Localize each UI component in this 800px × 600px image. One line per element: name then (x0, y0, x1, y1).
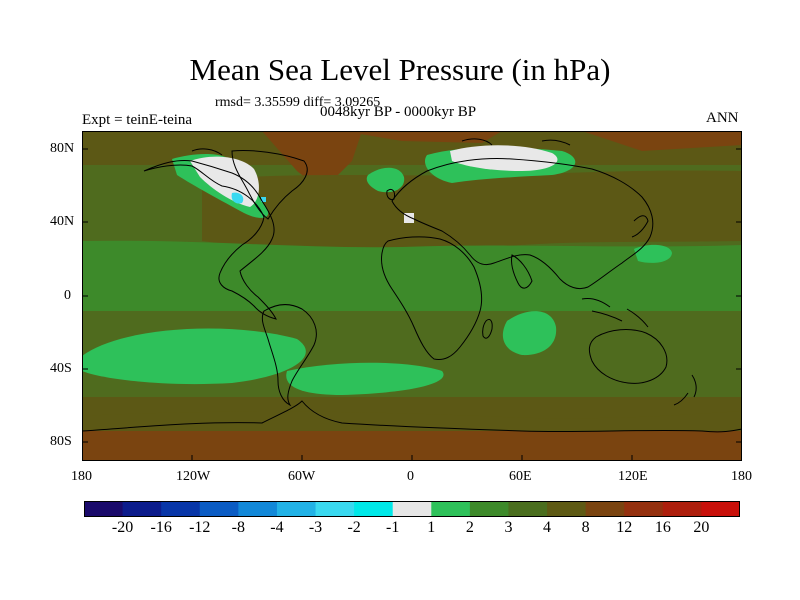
colorbar-swatch (547, 501, 587, 517)
lat-label: 80N (50, 141, 75, 156)
colorbar-swatch (469, 501, 509, 517)
colorbar-label: -2 (347, 519, 361, 536)
colorbar-frame (84, 501, 740, 517)
lon-label: 180 (71, 469, 92, 484)
lon-label: 0 (407, 469, 414, 484)
field-north-olive (202, 170, 742, 255)
coast-arctic-islands (191, 138, 571, 156)
coast-madagascar (482, 318, 493, 339)
season-label: ANN (706, 110, 739, 126)
lat-label: 40N (50, 214, 75, 229)
colorbar (84, 501, 740, 517)
field-arctic-brown (342, 131, 502, 143)
coast-africa (381, 236, 483, 360)
field-pacific-south-high (82, 328, 306, 385)
coast-north-america (143, 160, 277, 320)
coast-british-isles (386, 188, 395, 200)
field-greenland-ice (190, 156, 259, 207)
colorbar-label: -1 (386, 519, 400, 536)
colorbar-label: 2 (465, 519, 474, 536)
colorbar-label: 4 (543, 519, 552, 536)
field-arctic-brown (582, 131, 742, 151)
field-brown-band (82, 431, 742, 461)
colorbar-label: 20 (693, 519, 710, 536)
coast-eurasia (391, 158, 654, 290)
stats-text: rmsd= 3.35599 diff= 3.09265 (215, 95, 381, 110)
colorbar-label: -16 (150, 519, 172, 536)
lon-label: 60W (288, 469, 316, 484)
lat-label: 80S (50, 434, 72, 449)
field-pacific-north-high (634, 244, 672, 263)
colorbar-label: 8 (581, 519, 590, 536)
field-europe-green (366, 167, 405, 193)
coast-south-america (261, 304, 317, 407)
colorbar-label: 1 (427, 519, 436, 536)
colorbar-swatch (354, 501, 394, 517)
colorbar-swatch (701, 501, 740, 517)
map-title: Mean Sea Level Pressure (in hPa) (189, 52, 611, 87)
colorbar-label: -3 (308, 519, 323, 536)
lon-label: 120E (618, 469, 648, 484)
field-indian-south-high (502, 311, 557, 356)
field-antarctic-high (82, 411, 742, 431)
coast-japan (631, 215, 649, 238)
lon-label: 120W (176, 469, 211, 484)
field-midlat-green (82, 240, 742, 311)
colorbar-label: -4 (270, 519, 284, 536)
coast-new-zealand (673, 374, 697, 406)
experiment-label: Expt = teinE-teina (82, 112, 193, 128)
colorbar-swatch (431, 501, 471, 517)
field-atlantic-south-high (286, 362, 444, 395)
coast-antarctica (82, 400, 742, 433)
colorbar-swatch (238, 501, 278, 517)
colorbar-swatch (84, 501, 124, 517)
colorbar-swatch (199, 501, 239, 517)
colorbar-swatch (122, 501, 162, 517)
colorbar-swatch (161, 501, 201, 517)
colorbar-swatch (508, 501, 548, 517)
colorbar-label: 3 (504, 519, 513, 536)
colorbar-label: -20 (111, 519, 134, 536)
lat-label: 40S (50, 361, 72, 376)
colorbar-swatch (276, 501, 317, 517)
colorbar-swatch (585, 501, 625, 517)
colorbar-swatch (392, 501, 432, 517)
colorbar-label: 16 (654, 519, 671, 536)
lon-label: 60E (509, 469, 532, 484)
colorbar-swatch (315, 501, 355, 517)
colorbar-swatch (662, 501, 702, 517)
coastlines (82, 138, 742, 433)
colorbar-label: -8 (231, 519, 245, 536)
coast-greenland (231, 150, 308, 220)
lat-label: 0 (64, 288, 71, 303)
coast-sea-islands (581, 298, 649, 328)
coast-australia (588, 329, 668, 384)
field-greenland-cyan (231, 192, 244, 204)
map-frame (82, 131, 742, 461)
colorbar-swatch (624, 501, 664, 517)
lon-label: 180 (731, 469, 752, 484)
colorbar-label: -12 (189, 519, 211, 536)
colorbar-label: 12 (616, 519, 633, 536)
coast-india (511, 254, 533, 289)
pressure-map (82, 131, 742, 461)
period-text: 0048kyr BP - 0000kyr BP (320, 104, 477, 120)
